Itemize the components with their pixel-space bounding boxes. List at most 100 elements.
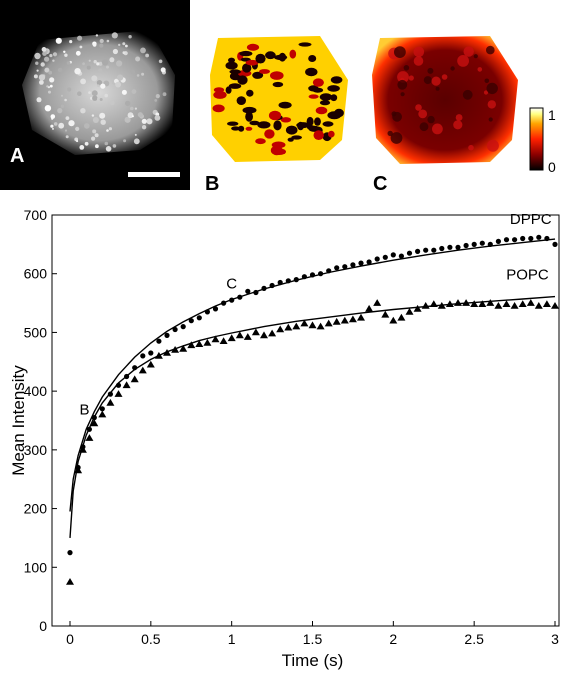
heatmap-blob [308, 55, 317, 62]
heatmap-spot [477, 67, 483, 72]
heatmap-spot [486, 82, 498, 95]
point-popc [454, 299, 462, 306]
speckle [94, 133, 99, 138]
heatmap-c-pattern [387, 45, 499, 152]
point-popc [381, 310, 390, 318]
speckle [77, 91, 82, 96]
speckle [99, 112, 106, 119]
y-tick-label: 600 [24, 266, 48, 282]
speckle [122, 42, 126, 46]
speckle [79, 145, 85, 150]
heatmap-spot [484, 78, 490, 84]
speckle [57, 67, 63, 73]
speckle [69, 40, 73, 44]
speckle [49, 54, 53, 58]
heatmap-blob [278, 52, 287, 62]
heatmap-spot [473, 54, 478, 59]
point-popc [106, 398, 115, 406]
point-popc [90, 419, 99, 427]
speckle [82, 62, 85, 66]
speckle [98, 68, 103, 73]
heatmap-blob [308, 94, 319, 99]
point-popc [235, 331, 244, 339]
heatmap-blob [315, 106, 328, 115]
point-popc [405, 307, 414, 315]
y-tick-label: 100 [24, 559, 48, 575]
speckle [65, 135, 69, 139]
panel-c-letter: C [373, 173, 387, 195]
speckle [53, 122, 58, 126]
speckle [64, 98, 67, 102]
heatmap-blob [249, 120, 260, 126]
x-tick-label: 1.5 [303, 631, 323, 647]
heatmap-blob [319, 93, 333, 101]
point-dppc [115, 382, 122, 388]
y-tick-label: 700 [24, 207, 48, 223]
heatmap-blob [289, 49, 297, 59]
panel-a: A [0, 0, 190, 190]
y-axis: 0 100 200 300 400 500 600 700 [24, 207, 57, 634]
heatmap-blob [245, 59, 259, 66]
point-popc [187, 341, 196, 349]
speckle [131, 115, 134, 118]
point-popc [138, 366, 147, 374]
heatmap-blob [257, 121, 271, 129]
point-dppc [180, 324, 186, 330]
heatmap-blob [270, 71, 284, 80]
y-tick-label: 400 [24, 383, 48, 399]
point-dppc [67, 550, 73, 556]
speckle [141, 118, 147, 124]
speckle [42, 51, 47, 56]
speckle [99, 98, 103, 101]
heatmap-blob [265, 51, 276, 60]
speckle [88, 91, 91, 94]
speckle [57, 108, 63, 114]
speckle [117, 74, 124, 81]
point-popc [243, 333, 252, 340]
point-popc [219, 337, 228, 344]
speckle [52, 59, 55, 62]
point-popc [122, 381, 131, 389]
heatmap-blob [255, 138, 266, 145]
x-tick-label: 0 [66, 631, 74, 647]
point-popc [308, 321, 317, 329]
heatmap-blob [231, 126, 240, 131]
speckle [33, 74, 38, 79]
heatmap-blob [273, 148, 286, 155]
point-dppc [439, 245, 445, 252]
speckle [36, 97, 42, 103]
point-popc [494, 302, 503, 309]
speckle [131, 89, 137, 94]
point-popc [478, 300, 487, 307]
speckle [154, 99, 158, 102]
heatmap-spot [423, 76, 432, 85]
heatmap-spot [408, 75, 414, 81]
heatmap-spot [419, 122, 429, 132]
heatmap-spot [441, 74, 448, 80]
speckle [60, 104, 65, 109]
speckle [44, 67, 50, 73]
speckle [135, 56, 141, 62]
speckle [92, 95, 98, 101]
heatmap-spot [486, 45, 495, 55]
speckle [140, 47, 146, 54]
point-popc [348, 315, 357, 323]
speckle [91, 75, 98, 82]
speckle [130, 69, 135, 74]
point-popc [551, 302, 559, 309]
speckle [100, 119, 106, 125]
x-axis: 0 0.5 1 1.5 2 2.5 3 [66, 621, 559, 647]
point-dppc [415, 248, 421, 254]
series-label-popc: POPC [506, 267, 549, 284]
heatmap-blob [319, 100, 331, 106]
x-tick-label: 2 [389, 631, 397, 647]
point-dppc [423, 247, 429, 253]
heatmap-blob [285, 125, 298, 135]
speckle [76, 140, 79, 143]
point-popc [85, 434, 94, 441]
speckle [109, 100, 115, 106]
point-dppc [86, 426, 92, 432]
panel-c: C [372, 36, 518, 195]
speckle [92, 117, 99, 123]
heatmap-spot [415, 104, 422, 111]
